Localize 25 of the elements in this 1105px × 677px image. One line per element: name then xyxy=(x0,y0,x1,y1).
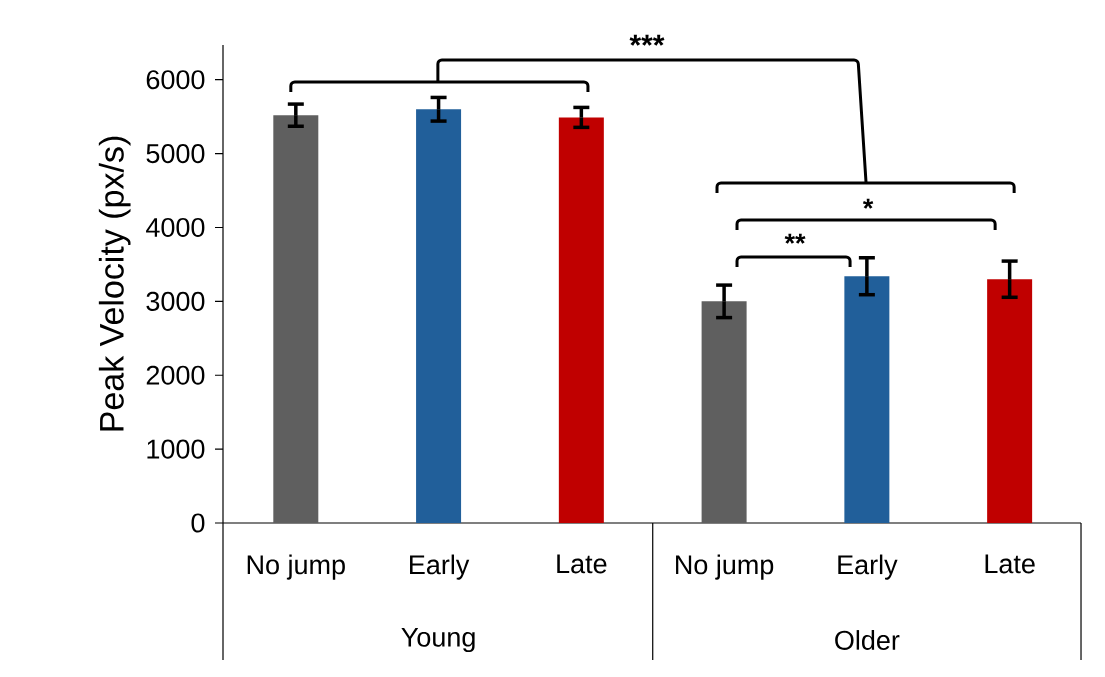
x-tick-label: No jump xyxy=(676,554,774,580)
annotation: * xyxy=(862,198,874,209)
x-tick-label: Early xyxy=(410,554,470,580)
y-axis-title: Peak Velocity (px/s) xyxy=(98,136,131,431)
y-tick-label: 2000 xyxy=(146,365,205,385)
x-tick-label: Late xyxy=(557,554,607,574)
y-tick-label: 6000 xyxy=(146,70,205,90)
y-tick-label: 3000 xyxy=(146,291,205,311)
bar xyxy=(273,115,319,523)
text: Young xyxy=(401,627,475,653)
text: Older xyxy=(835,630,900,650)
annotation: ** xyxy=(784,233,806,244)
bar xyxy=(987,279,1033,523)
bar xyxy=(416,109,462,523)
x-tick-label: Early xyxy=(838,554,898,580)
y-tick-label: 0 xyxy=(191,513,205,533)
bar xyxy=(558,117,604,523)
y-tick-label: 5000 xyxy=(146,144,205,164)
bar xyxy=(844,276,890,523)
annotation: *** xyxy=(629,34,665,46)
y-tick-label: 1000 xyxy=(147,439,205,459)
bar xyxy=(701,301,747,523)
x-tick-label: Late xyxy=(985,554,1035,574)
y-tick-label: 4000 xyxy=(146,217,205,238)
x-tick-label: No jump xyxy=(247,554,345,580)
